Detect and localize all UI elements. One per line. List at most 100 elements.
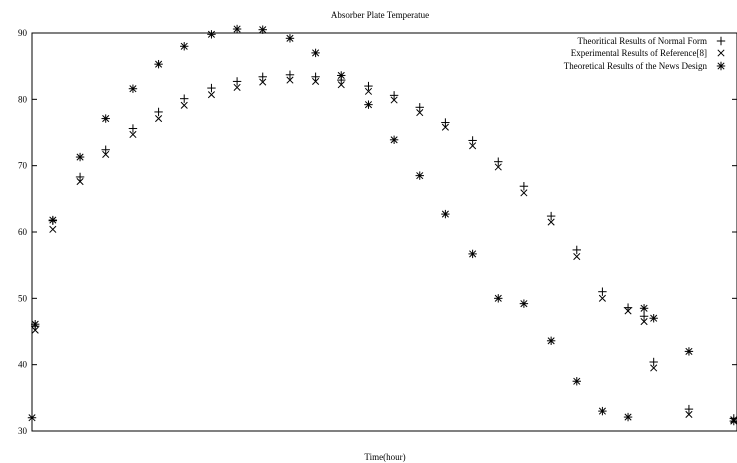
y-tick-label: 50	[18, 293, 28, 303]
data-point	[154, 107, 163, 117]
data-point	[75, 172, 85, 182]
data-point	[154, 59, 163, 69]
series-2	[31, 76, 737, 424]
data-point	[684, 347, 694, 356]
data-point	[546, 336, 556, 345]
data-point	[572, 245, 581, 255]
data-point	[520, 189, 528, 197]
series-1	[31, 70, 737, 423]
data-point	[598, 406, 607, 416]
data-point	[285, 70, 295, 79]
legend-marker	[716, 61, 726, 71]
y-tick-label: 30	[18, 426, 28, 436]
y-tick-label: 90	[18, 28, 28, 38]
data-point	[129, 130, 137, 139]
data-point	[572, 377, 581, 386]
data-point	[207, 91, 216, 99]
data-point	[441, 118, 450, 127]
data-point	[48, 215, 58, 225]
data-point	[101, 145, 110, 154]
data-point	[624, 307, 632, 315]
data-point	[390, 96, 398, 104]
data-point	[441, 123, 449, 131]
data-point	[101, 114, 110, 123]
plot-frame	[31, 32, 737, 432]
data-point	[337, 81, 345, 89]
data-point	[598, 294, 606, 302]
data-point	[519, 182, 529, 191]
data-point	[286, 76, 294, 84]
data-point	[649, 357, 658, 367]
data-point	[207, 83, 216, 93]
y-tick-label: 70	[18, 161, 28, 171]
data-point	[31, 326, 39, 334]
data-point	[389, 91, 399, 100]
data-point	[416, 109, 424, 117]
data-point	[623, 412, 633, 422]
data-point	[598, 287, 607, 296]
data-point	[180, 101, 188, 109]
data-point	[232, 77, 242, 86]
y-axis: 30 40 50 60 70 80 90	[18, 28, 737, 436]
data-point	[729, 416, 737, 426]
chart-title: Absorber Plate Temperatue	[331, 10, 429, 20]
data-point	[258, 72, 267, 81]
y-tick-label: 80	[18, 94, 28, 104]
data-point	[441, 209, 450, 219]
data-point	[312, 77, 320, 85]
data-point	[207, 30, 216, 39]
data-point	[27, 413, 37, 422]
data-point	[468, 249, 477, 259]
legend-label: Experimental Results of Reference[8]	[571, 48, 707, 58]
data-point	[102, 150, 110, 158]
y-tick-label: 40	[18, 360, 28, 370]
x-axis-label: Time(hour)	[364, 452, 405, 462]
data-point	[76, 178, 84, 186]
data-point	[364, 87, 373, 95]
data-point	[469, 142, 477, 150]
data-point	[311, 48, 320, 58]
data-point	[364, 81, 373, 91]
data-point	[155, 115, 163, 123]
data-point	[364, 100, 373, 109]
legend-marker	[717, 49, 725, 57]
data-point	[233, 83, 241, 91]
data-point	[180, 42, 189, 51]
legend-label: Theoretical Results of the News Design	[564, 61, 708, 71]
data-point	[31, 320, 40, 329]
data-point	[285, 34, 295, 43]
data-point	[128, 84, 138, 93]
data-point	[547, 218, 555, 226]
data-point	[546, 211, 556, 221]
data-point	[468, 136, 477, 145]
data-point	[684, 404, 694, 414]
data-point	[649, 314, 658, 323]
y-tick-label: 60	[18, 227, 28, 237]
data-point	[415, 103, 424, 112]
data-point	[639, 312, 649, 321]
data-point	[685, 410, 693, 418]
data-point	[232, 24, 242, 34]
data-point	[650, 364, 658, 372]
data-point	[494, 157, 503, 166]
legend-marker	[716, 36, 726, 46]
data-point	[49, 225, 57, 233]
data-point	[259, 78, 267, 86]
data-point	[337, 71, 346, 80]
data-point	[494, 163, 502, 171]
data-point	[311, 72, 320, 81]
data-point	[75, 152, 85, 162]
series-3	[27, 24, 737, 426]
data-point	[180, 94, 189, 103]
data-point	[258, 25, 267, 34]
data-point	[640, 317, 648, 326]
data-point	[639, 304, 649, 313]
data-point	[573, 252, 581, 261]
data-point	[128, 124, 138, 133]
legend-label: Theoritical Results of Normal Form	[578, 36, 707, 46]
data-point	[494, 294, 503, 303]
data-point	[415, 171, 424, 180]
data-point	[519, 299, 529, 308]
data-point	[389, 135, 399, 144]
